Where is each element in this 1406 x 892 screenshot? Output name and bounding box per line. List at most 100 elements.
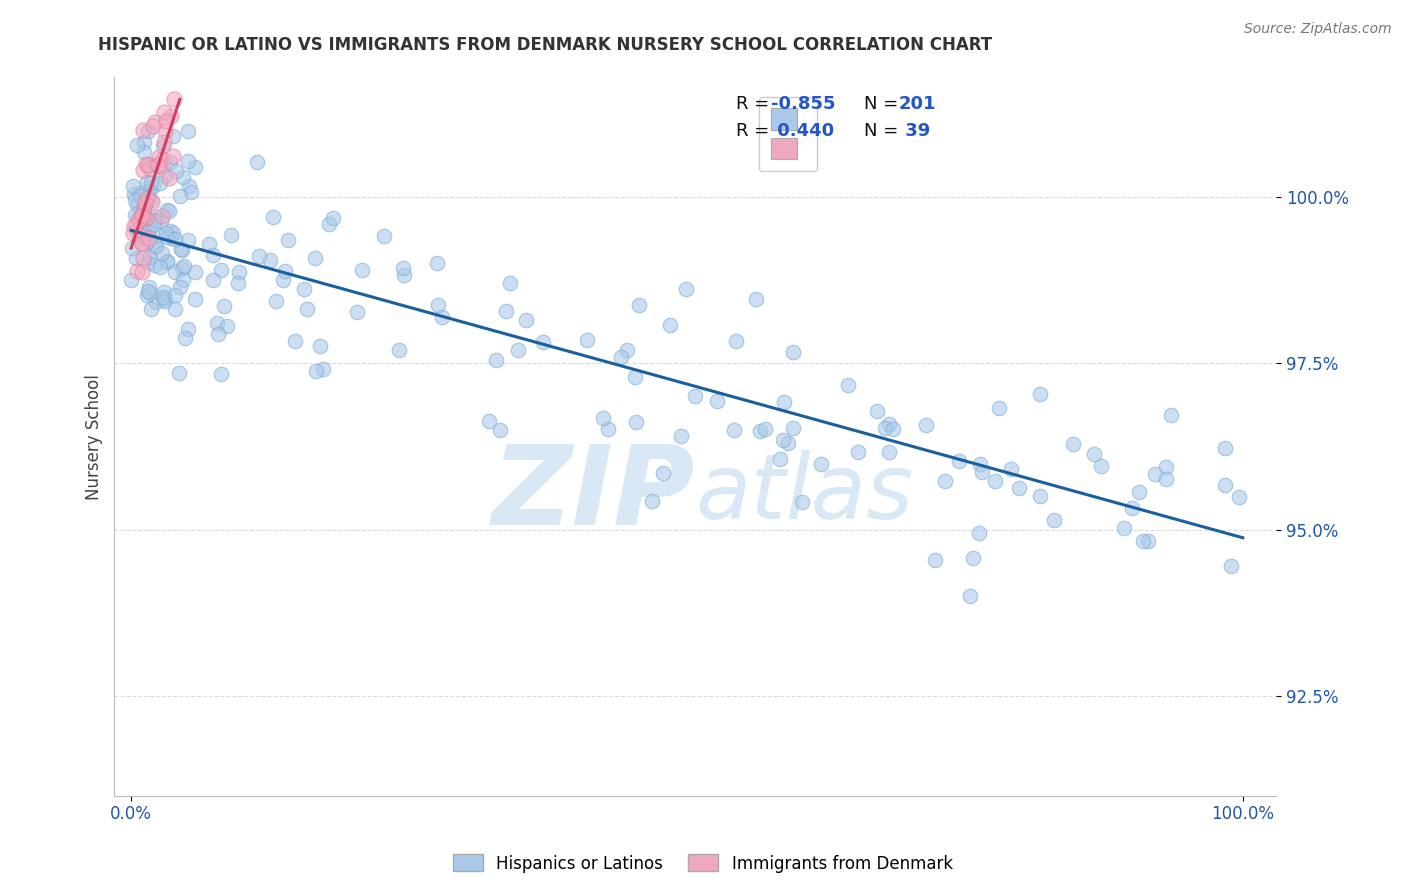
Point (209, 368, 232, 382)
Point (125, 197, 148, 211)
Point (226, 276, 249, 290)
Point (153, 135, 176, 149)
Point (478, 414, 501, 428)
Point (724, 334, 747, 348)
Point (425, 256, 447, 270)
Point (499, 276, 522, 290)
Point (165, 164, 187, 178)
Point (142, 213, 165, 227)
Point (131, 202, 153, 216)
Point (1114, 521, 1136, 535)
Point (1008, 481, 1031, 495)
Point (152, 139, 174, 153)
Point (138, 224, 160, 238)
Point (136, 284, 159, 298)
Point (969, 458, 991, 472)
Point (846, 444, 869, 458)
Point (156, 229, 179, 244)
Point (914, 418, 936, 433)
Point (959, 590, 981, 604)
Point (1043, 513, 1066, 527)
Point (174, 331, 197, 345)
Point (948, 454, 970, 468)
Point (135, 157, 157, 171)
Point (259, 252, 281, 267)
Point (1136, 533, 1159, 548)
Point (129, 189, 152, 203)
Point (1000, 462, 1022, 476)
Point (983, 475, 1005, 489)
Point (790, 495, 813, 509)
Point (131, 209, 153, 223)
Point (350, 263, 373, 277)
Point (127, 212, 149, 227)
Point (136, 287, 159, 301)
Point (124, 208, 146, 222)
Point (773, 394, 796, 409)
Point (143, 258, 166, 272)
Text: N =: N = (863, 122, 898, 140)
Point (149, 177, 172, 191)
Point (150, 245, 173, 260)
Point (837, 377, 859, 392)
Point (626, 415, 648, 429)
Point (142, 217, 165, 231)
Point (934, 474, 956, 488)
Point (139, 302, 162, 317)
Point (180, 186, 202, 200)
Point (1143, 467, 1166, 482)
Point (484, 352, 506, 367)
Point (172, 170, 194, 185)
Text: R =: R = (735, 122, 769, 140)
Point (134, 195, 156, 210)
Point (122, 219, 145, 234)
Text: -0.855: -0.855 (770, 95, 835, 113)
Point (1154, 472, 1177, 486)
Y-axis label: Nursery School: Nursery School (86, 374, 103, 500)
Point (134, 211, 156, 225)
Point (866, 404, 889, 418)
Point (153, 124, 176, 138)
Point (169, 280, 191, 294)
Point (128, 186, 150, 200)
Point (131, 209, 153, 223)
Point (169, 188, 191, 202)
Text: atlas: atlas (695, 450, 914, 538)
Point (156, 202, 179, 217)
Point (1220, 559, 1243, 574)
Point (145, 239, 167, 253)
Point (156, 254, 179, 268)
Point (207, 326, 229, 341)
Point (127, 227, 149, 241)
Point (139, 193, 162, 207)
Point (122, 227, 145, 241)
Point (177, 123, 200, 137)
Point (745, 293, 768, 307)
Point (198, 236, 221, 251)
Point (124, 194, 146, 208)
Point (969, 526, 991, 541)
Point (266, 294, 288, 309)
Point (139, 251, 162, 265)
Point (598, 421, 620, 435)
Point (641, 493, 664, 508)
Point (139, 181, 162, 195)
Point (962, 551, 984, 566)
Point (810, 457, 832, 471)
Point (183, 292, 205, 306)
Point (136, 190, 159, 204)
Point (152, 285, 174, 299)
Point (882, 422, 904, 436)
Point (159, 224, 181, 238)
Point (135, 219, 157, 234)
Point (531, 334, 554, 349)
Point (149, 260, 172, 274)
Point (209, 262, 232, 277)
Point (131, 235, 153, 250)
Point (122, 178, 145, 193)
Point (145, 210, 167, 224)
Point (427, 298, 450, 312)
Point (706, 394, 728, 409)
Point (1160, 409, 1182, 423)
Text: 39: 39 (898, 122, 929, 140)
